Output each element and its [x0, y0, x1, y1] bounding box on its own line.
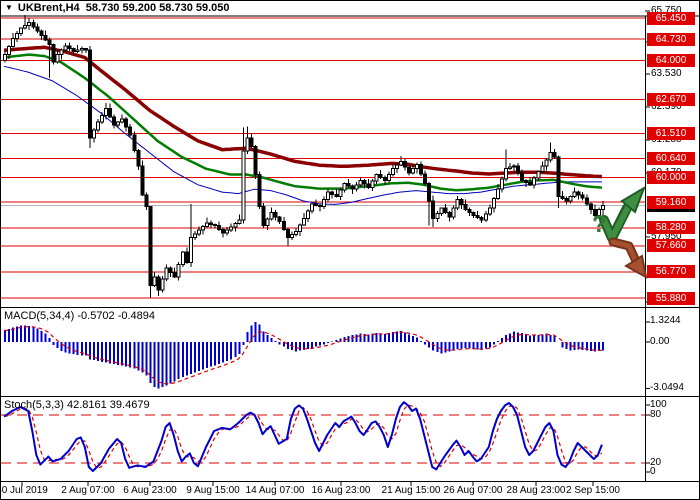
forecast-annotation: ?	[592, 185, 648, 279]
stoch-axis-tick: 20	[650, 457, 662, 468]
time-axis-label: 16 Aug 23:00	[311, 485, 371, 496]
chart-frame	[1, 10, 699, 486]
stoch-levels	[1, 414, 645, 464]
macd-histogram	[4, 321, 604, 389]
price-level-badge: 60.000	[647, 171, 695, 184]
price-axis-tick: 63.530	[651, 68, 682, 79]
question-mark-annotation: ?	[592, 211, 607, 238]
price-level-badge: 64.000	[647, 54, 695, 67]
macd-indicator-label: MACD(5,34,4) -0.5702 -0.4894	[4, 310, 155, 322]
symbol-period-label: UKBrent,H4	[17, 2, 80, 14]
price-level-badge: 61.510	[647, 127, 695, 140]
bullish-arrowhead-icon	[620, 185, 646, 214]
macd-name: MACD(5,34,4)	[4, 310, 75, 322]
stoch-axis-tick: 100	[650, 399, 667, 410]
time-axis-label: 28 Aug 23:00	[506, 485, 566, 496]
time-axis[interactable]: 30 Jul 2019 2 Aug 07:00 6 Aug 23:00 9 Aug 1…	[0, 483, 699, 499]
price-level-badge: 56.770	[647, 265, 695, 278]
stoch-k-line	[3, 401, 603, 472]
time-axis-label: 2 Sep 15:00	[566, 485, 620, 496]
macd-axis-tick: 1.3244	[650, 315, 681, 326]
symbol-dropdown-icon[interactable]: ▼	[5, 3, 13, 12]
levels-layer	[1, 17, 645, 299]
stoch-values: 42.8161 39.4679	[66, 399, 150, 411]
ohlc-readout: 58.730 59.200 58.730 59.050	[85, 2, 230, 14]
price-axis[interactable]: 65.75064.64063.53062.39061.28060.17057.9…	[646, 1, 699, 482]
bearish-arrowhead-icon	[624, 254, 648, 279]
macd-signal-line	[3, 326, 602, 385]
bearish-arrow-icon	[610, 239, 639, 265]
price-level-badge: 57.660	[647, 239, 695, 252]
price-level-badge: 58.280	[647, 221, 695, 234]
time-axis-label: 30 Jul 2019	[0, 485, 48, 496]
time-axis-label: 26 Aug 07:00	[443, 485, 503, 496]
price-axis-tick: 62.390	[651, 101, 682, 112]
time-axis-label: 2 Aug 07:00	[61, 485, 115, 496]
macd-values: -0.5702 -0.4894	[77, 310, 156, 322]
ma-fast-line	[3, 45, 603, 179]
chart-title: ▼ UKBrent,H4 58.730 59.200 58.730 59.050	[5, 2, 230, 14]
macd-axis-tick: 0.00	[650, 336, 670, 347]
stoch-axis-tick: 80	[650, 409, 662, 420]
stoch-name: Stoch(5,3,3)	[4, 399, 64, 411]
stoch-axis-tick: 0	[650, 466, 656, 477]
time-axis-label: 6 Aug 23:00	[123, 485, 177, 496]
price-axis-tick: 65.750	[651, 5, 682, 16]
macd-axis-tick: -3.0494	[650, 382, 684, 393]
stoch-indicator-label: Stoch(5,3,3) 42.8161 39.4679	[4, 399, 150, 411]
time-axis-label: 14 Aug 07:00	[245, 485, 305, 496]
ma-mid-line	[3, 53, 603, 192]
time-axis-label: 9 Aug 15:00	[186, 485, 240, 496]
price-level-badge: 60.640	[647, 152, 695, 165]
price-level-badge: 64.730	[647, 33, 695, 46]
time-axis-label: 21 Aug 15:00	[381, 485, 441, 496]
price-level-badge: 65.450	[647, 12, 695, 25]
price-level-badge: 55.880	[647, 292, 695, 305]
candles-layer	[3, 15, 605, 299]
price-level-badge: 59.160	[647, 196, 695, 209]
stoch-d-line	[3, 404, 603, 470]
price-axis-tick: 57.950	[651, 231, 682, 242]
price-level-badge: 62.670	[647, 93, 695, 106]
